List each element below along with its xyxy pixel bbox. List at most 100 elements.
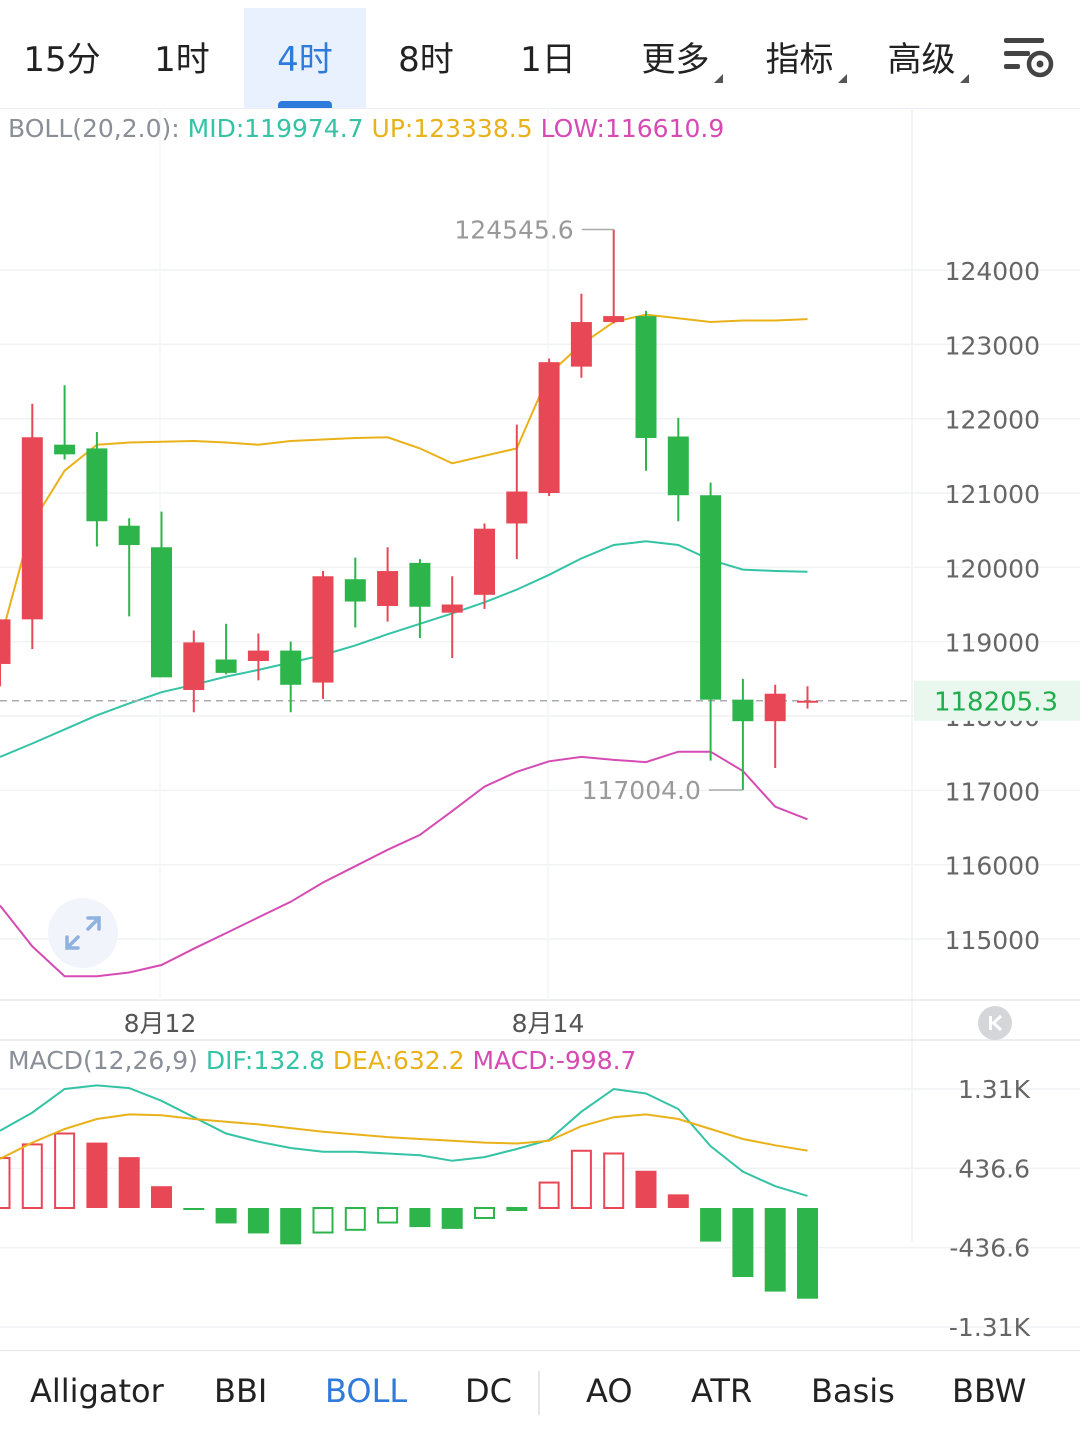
candle-body (538, 362, 560, 493)
indicators-dropdown[interactable]: 指标 (754, 8, 858, 108)
settings-sliders-icon[interactable] (1000, 34, 1060, 84)
candle-body (344, 579, 366, 602)
boll-up-line (0, 313, 808, 642)
current-price-tag (914, 680, 1080, 721)
macd-histogram-bar (312, 1207, 334, 1234)
candle-body (797, 700, 818, 703)
macd-histogram-bar (377, 1207, 399, 1224)
macd-legend-dea: DEA:632.2 (332, 1046, 465, 1075)
candle-body (764, 693, 786, 722)
candle-body (118, 525, 140, 546)
candle-body (54, 444, 76, 455)
indicator-label: BBI (214, 1372, 268, 1410)
candle-body (86, 448, 108, 522)
price-axis-label: 119000 (945, 629, 1040, 658)
macd-histogram-bar (603, 1152, 625, 1210)
indicator-tab-basis[interactable]: Basis (811, 1351, 895, 1434)
macd-histogram-bar (118, 1157, 140, 1208)
advanced-dropdown[interactable]: 高级 (876, 8, 980, 108)
boll-legend-low: LOW:116610.9 (540, 114, 725, 143)
price-axis-label: 116000 (945, 852, 1040, 881)
timeframe-tab-8h[interactable]: 8时 (372, 8, 480, 108)
more-dropdown[interactable]: 更多 (630, 8, 734, 108)
dropdown-caret-icon (837, 74, 847, 83)
macd-histogram-bar (409, 1208, 431, 1228)
macd-axis-label: -1.31K (949, 1313, 1031, 1342)
price-axis-label: 123000 (945, 331, 1040, 360)
candle-body (441, 604, 463, 613)
macd-axis-label: 1.31K (958, 1075, 1031, 1104)
indicators-label: 指标 (765, 40, 834, 80)
tab-divider (538, 1371, 540, 1415)
indicator-tab-bbw[interactable]: BBW (952, 1351, 1026, 1434)
macd-histogram-bar (151, 1186, 172, 1208)
candle-body (215, 659, 237, 673)
expand-chart-button[interactable] (48, 898, 118, 968)
indicator-label: DC (465, 1372, 512, 1410)
candle-body (732, 699, 754, 722)
timeframe-tab-15m[interactable]: 15分 (8, 8, 116, 108)
indicator-label: Alligator (30, 1372, 164, 1410)
chart-canvas[interactable]: 1240001230001220001210001200001190001180… (0, 108, 1080, 1350)
candle-body (0, 619, 11, 664)
price-axis-label: 121000 (945, 480, 1040, 509)
price-axis-label: 124000 (945, 257, 1040, 286)
macd-dea-line (0, 1113, 808, 1160)
date-axis-label: 8月12 (124, 1009, 197, 1038)
indicator-tab-ao[interactable]: AO (586, 1351, 633, 1434)
macd-legend: MACD(12,26,9) DIF:132.8 DEA:632.2 MACD:-… (8, 1046, 636, 1075)
indicator-label: ATR (691, 1372, 753, 1410)
macd-histogram-bar (54, 1132, 76, 1210)
timeframe-tab-4h[interactable]: 4时 (244, 8, 366, 108)
candle-body (667, 436, 689, 496)
indicator-tab-dc[interactable]: DC (465, 1351, 512, 1434)
macd-histogram-bar (215, 1208, 237, 1224)
candle-body (700, 495, 722, 700)
macd-histogram-bar (21, 1143, 43, 1210)
candle-body (506, 491, 528, 524)
expand-arrows-icon (65, 916, 101, 950)
candle-body (474, 528, 495, 595)
price-axis-label: 122000 (945, 406, 1040, 435)
dropdown-caret-icon (713, 74, 723, 83)
macd-histogram-bar (441, 1208, 463, 1229)
macd-legend-dif: DIF:132.8 (205, 1046, 325, 1075)
candle-body (603, 316, 625, 323)
boll-low-line (0, 750, 808, 978)
timeframe-tab-1d[interactable]: 1日 (494, 8, 602, 108)
indicator-tab-alligator[interactable]: Alligator (30, 1351, 164, 1434)
candle-body (280, 650, 302, 685)
indicator-label: Basis (811, 1372, 895, 1410)
candle-body (183, 642, 205, 690)
dropdown-caret-icon (959, 74, 969, 83)
active-tab-indicator (278, 101, 332, 108)
macd-histogram-bar (183, 1208, 205, 1210)
macd-histogram-bar (86, 1142, 108, 1208)
price-axis-label: 120000 (945, 554, 1040, 583)
indicator-tab-atr[interactable]: ATR (691, 1351, 752, 1434)
macd-histogram-bar (247, 1208, 269, 1234)
price-axis-label: 117000 (945, 777, 1040, 806)
scroll-to-latest-button[interactable] (978, 1006, 1012, 1040)
timeframe-label: 15分 (23, 40, 101, 80)
timeframe-label: 4时 (277, 40, 333, 80)
macd-histogram-bar (506, 1207, 528, 1211)
date-axis-label: 8月14 (512, 1009, 585, 1038)
macd-axis-label: 436.6 (958, 1154, 1030, 1183)
timeframe-label: 1日 (520, 40, 576, 80)
indicator-tab-bbi[interactable]: BBI (214, 1351, 267, 1434)
macd-histogram-bar (538, 1181, 560, 1210)
candle-body (151, 547, 172, 678)
scroll-to-latest-icon (989, 1014, 1003, 1032)
macd-legend-name: MACD(12,26,9) (8, 1046, 198, 1075)
high-price-marker: 124545.6 (454, 215, 573, 244)
low-price-marker: 117004.0 (582, 776, 701, 805)
candle-body (247, 650, 269, 661)
macd-histogram-bar (570, 1149, 592, 1210)
indicator-label: BBW (952, 1372, 1027, 1410)
timeframe-tab-1h[interactable]: 1时 (128, 8, 236, 108)
macd-histogram-bar (700, 1208, 722, 1242)
macd-legend-macd: MACD:-998.7 (472, 1046, 637, 1075)
timeframe-label: 1时 (154, 40, 210, 80)
indicator-tab-boll[interactable]: BOLL (325, 1351, 407, 1434)
